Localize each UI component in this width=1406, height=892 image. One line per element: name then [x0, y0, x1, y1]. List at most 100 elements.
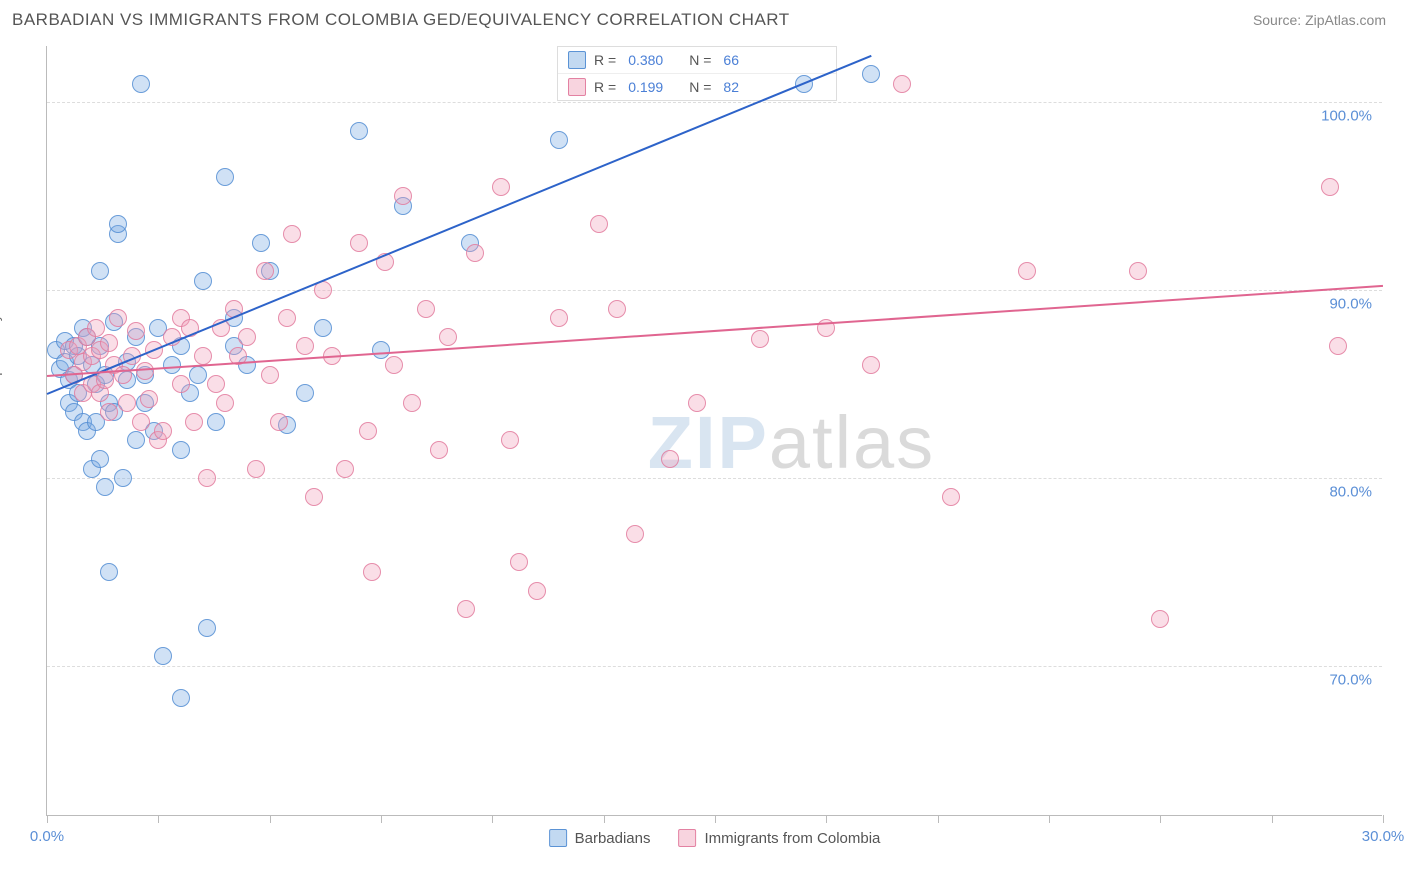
data-point — [238, 328, 256, 346]
data-point — [256, 262, 274, 280]
chart-container: GED/Equivalency ZIPatlas R = 0.380 N = 6… — [12, 36, 1392, 856]
legend-label-b: Immigrants from Colombia — [705, 830, 881, 847]
data-point — [194, 272, 212, 290]
data-point — [528, 582, 546, 600]
chart-header: BARBADIAN VS IMMIGRANTS FROM COLOMBIA GE… — [0, 0, 1406, 36]
gridline — [47, 478, 1382, 479]
y-tick-label: 70.0% — [1329, 671, 1372, 688]
x-tick — [1383, 815, 1384, 823]
y-tick-label: 80.0% — [1329, 483, 1372, 500]
swatch-a-icon — [568, 51, 586, 69]
data-point — [1129, 262, 1147, 280]
data-point — [417, 300, 435, 318]
data-point — [492, 178, 510, 196]
data-point — [278, 309, 296, 327]
y-axis-label: GED/Equivalency — [0, 314, 2, 424]
data-point — [185, 413, 203, 431]
r-value-b: 0.199 — [628, 79, 663, 95]
chart-title: BARBADIAN VS IMMIGRANTS FROM COLOMBIA GE… — [12, 10, 790, 30]
data-point — [207, 413, 225, 431]
data-point — [87, 319, 105, 337]
data-point — [942, 488, 960, 506]
r-label: R = — [594, 79, 616, 95]
x-tick — [938, 815, 939, 823]
r-value-a: 0.380 — [628, 52, 663, 68]
data-point — [172, 375, 190, 393]
data-point — [550, 309, 568, 327]
x-tick-label: 0.0% — [30, 828, 64, 845]
data-point — [457, 600, 475, 618]
watermark: ZIPatlas — [648, 400, 935, 485]
data-point — [194, 347, 212, 365]
data-point — [751, 330, 769, 348]
x-tick — [715, 815, 716, 823]
swatch-b-icon — [679, 829, 697, 847]
x-tick — [1160, 815, 1161, 823]
n-value-b: 82 — [723, 79, 739, 95]
x-tick — [492, 815, 493, 823]
data-point — [198, 619, 216, 637]
legend-item-b: Immigrants from Colombia — [679, 829, 881, 847]
gridline — [47, 290, 1382, 291]
data-point — [172, 689, 190, 707]
data-point — [132, 413, 150, 431]
data-point — [862, 65, 880, 83]
correlation-legend: R = 0.380 N = 66 R = 0.199 N = 82 — [557, 46, 837, 101]
data-point — [336, 460, 354, 478]
data-point — [590, 215, 608, 233]
y-tick-label: 90.0% — [1329, 296, 1372, 313]
data-point — [296, 384, 314, 402]
data-point — [216, 168, 234, 186]
x-tick-label: 30.0% — [1362, 828, 1405, 845]
data-point — [394, 187, 412, 205]
data-point — [91, 262, 109, 280]
data-point — [688, 394, 706, 412]
data-point — [140, 390, 158, 408]
r-label: R = — [594, 52, 616, 68]
plot-area: ZIPatlas R = 0.380 N = 66 R = 0.199 N = … — [46, 46, 1382, 816]
swatch-a-icon — [549, 829, 567, 847]
swatch-b-icon — [568, 78, 586, 96]
chart-source: Source: ZipAtlas.com — [1253, 12, 1386, 28]
x-tick — [826, 815, 827, 823]
n-label: N = — [689, 52, 711, 68]
x-tick — [270, 815, 271, 823]
data-point — [350, 122, 368, 140]
data-point — [114, 366, 132, 384]
data-point — [118, 394, 136, 412]
data-point — [314, 319, 332, 337]
data-point — [132, 75, 150, 93]
data-point — [359, 422, 377, 440]
data-point — [372, 341, 390, 359]
data-point — [439, 328, 457, 346]
data-point — [283, 225, 301, 243]
data-point — [661, 450, 679, 468]
watermark-atlas: atlas — [769, 401, 935, 484]
gridline — [47, 666, 1382, 667]
data-point — [154, 422, 172, 440]
data-point — [862, 356, 880, 374]
data-point — [100, 334, 118, 352]
data-point — [501, 431, 519, 449]
data-point — [270, 413, 288, 431]
gridline — [47, 102, 1382, 103]
data-point — [247, 460, 265, 478]
data-point — [403, 394, 421, 412]
data-point — [510, 553, 528, 571]
legend-item-a: Barbadians — [549, 829, 651, 847]
data-point — [350, 234, 368, 252]
watermark-zip: ZIP — [648, 401, 769, 484]
n-label: N = — [689, 79, 711, 95]
data-point — [893, 75, 911, 93]
x-tick — [158, 815, 159, 823]
data-point — [1151, 610, 1169, 628]
y-tick-label: 100.0% — [1321, 108, 1372, 125]
data-point — [96, 478, 114, 496]
data-point — [385, 356, 403, 374]
x-tick — [1049, 815, 1050, 823]
data-point — [154, 647, 172, 665]
data-point — [100, 403, 118, 421]
data-point — [207, 375, 225, 393]
data-point — [114, 469, 132, 487]
correlation-row-a: R = 0.380 N = 66 — [558, 47, 836, 73]
